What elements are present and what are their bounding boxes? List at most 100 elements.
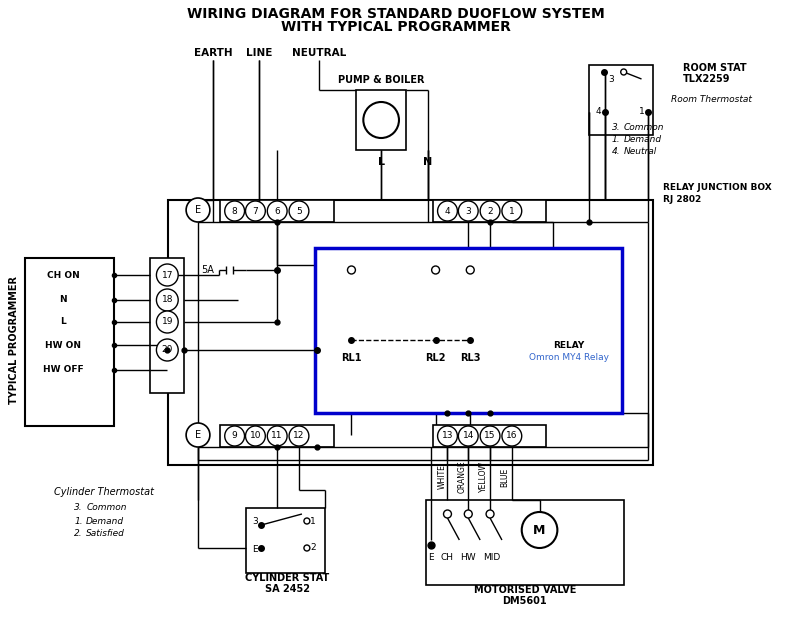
Bar [168, 200, 654, 465]
Text: RJ 2802: RJ 2802 [663, 194, 702, 204]
Bar [246, 508, 325, 573]
Text: 2: 2 [487, 206, 493, 216]
Circle shape [486, 510, 494, 518]
Text: BLUE: BLUE [501, 467, 510, 487]
Circle shape [438, 426, 458, 446]
Circle shape [438, 201, 458, 221]
Text: 19: 19 [162, 318, 173, 326]
Circle shape [480, 426, 500, 446]
Circle shape [225, 201, 245, 221]
Text: ORANGE: ORANGE [458, 460, 467, 493]
Text: WITH TYPICAL PROGRAMMER: WITH TYPICAL PROGRAMMER [281, 20, 511, 34]
Text: 6: 6 [274, 206, 280, 216]
Text: ROOM STAT: ROOM STAT [683, 63, 746, 73]
Text: 4: 4 [445, 206, 450, 216]
Text: YELLOW: YELLOW [478, 462, 488, 493]
Text: 5A: 5A [202, 265, 214, 275]
Text: TYPICAL PROGRAMMER: TYPICAL PROGRAMMER [9, 276, 19, 404]
Circle shape [157, 264, 178, 286]
Text: TLX2259: TLX2259 [683, 74, 730, 84]
Text: N: N [423, 157, 432, 167]
Circle shape [621, 69, 626, 75]
Text: Common: Common [624, 123, 664, 133]
Text: 3: 3 [608, 75, 614, 85]
Text: Satisfied: Satisfied [86, 530, 125, 538]
Text: LINE: LINE [246, 48, 273, 58]
Text: Room Thermostat: Room Thermostat [671, 95, 752, 105]
Bar [334, 290, 370, 348]
Circle shape [432, 266, 439, 274]
Text: SA 2452: SA 2452 [265, 584, 310, 594]
Text: 20: 20 [162, 346, 173, 354]
Bar [315, 248, 622, 413]
Circle shape [157, 339, 178, 361]
Bar [589, 65, 654, 135]
Text: 13: 13 [442, 432, 454, 440]
Text: WHITE: WHITE [438, 465, 447, 490]
Circle shape [157, 289, 178, 311]
Text: N: N [59, 295, 67, 305]
Text: Cylinder Thermostat: Cylinder Thermostat [54, 487, 154, 497]
Circle shape [464, 510, 472, 518]
Text: E: E [195, 205, 201, 215]
Bar [426, 500, 624, 585]
Text: 2: 2 [310, 543, 316, 553]
Circle shape [458, 426, 478, 446]
Text: 3: 3 [466, 206, 471, 216]
Bar [220, 425, 334, 447]
Text: 5: 5 [296, 206, 302, 216]
Text: RL2: RL2 [426, 353, 446, 363]
Text: 10: 10 [250, 432, 261, 440]
Circle shape [186, 423, 210, 447]
Text: Common: Common [86, 503, 126, 513]
Text: CH: CH [441, 553, 454, 563]
Circle shape [246, 201, 266, 221]
Bar [433, 425, 546, 447]
Text: 7: 7 [253, 206, 258, 216]
Circle shape [246, 426, 266, 446]
Text: 9: 9 [232, 432, 238, 440]
Circle shape [304, 518, 310, 524]
Text: Neutral: Neutral [624, 148, 657, 156]
Text: 15: 15 [484, 432, 496, 440]
Text: M: M [534, 523, 546, 536]
Text: PUMP & BOILER: PUMP & BOILER [338, 75, 424, 85]
Text: 18: 18 [162, 295, 173, 305]
Circle shape [289, 201, 309, 221]
Circle shape [522, 512, 558, 548]
Text: 3.: 3. [612, 123, 621, 133]
Text: HW: HW [461, 553, 476, 563]
Text: 3: 3 [253, 516, 258, 525]
Text: Omron MY4 Relay: Omron MY4 Relay [530, 353, 610, 361]
Text: 16: 16 [506, 432, 518, 440]
Circle shape [225, 426, 245, 446]
Bar [150, 258, 184, 393]
Bar [455, 290, 485, 345]
Text: Demand: Demand [624, 135, 662, 145]
Text: RELAY: RELAY [554, 341, 585, 350]
Bar [357, 90, 406, 150]
Text: 11: 11 [271, 432, 283, 440]
Text: E: E [253, 546, 258, 554]
Bar [220, 200, 334, 222]
Text: 1.: 1. [74, 516, 83, 525]
Circle shape [267, 201, 287, 221]
Text: 2.: 2. [74, 530, 83, 538]
Text: 14: 14 [462, 432, 474, 440]
Text: MOTORISED VALVE: MOTORISED VALVE [474, 585, 576, 595]
Text: E: E [195, 430, 201, 440]
Text: MID: MID [483, 553, 501, 563]
Text: 3.: 3. [74, 503, 83, 513]
Text: 1: 1 [310, 516, 316, 525]
Text: 1.: 1. [612, 135, 621, 145]
Text: Demand: Demand [86, 516, 124, 525]
Text: E: E [428, 553, 434, 563]
Bar [420, 290, 451, 345]
Circle shape [347, 266, 355, 274]
Circle shape [304, 545, 310, 551]
Circle shape [466, 266, 474, 274]
Circle shape [480, 201, 500, 221]
Text: CYLINDER STAT: CYLINDER STAT [245, 573, 330, 583]
Text: 4.: 4. [612, 148, 621, 156]
Text: RELAY JUNCTION BOX: RELAY JUNCTION BOX [663, 184, 772, 193]
